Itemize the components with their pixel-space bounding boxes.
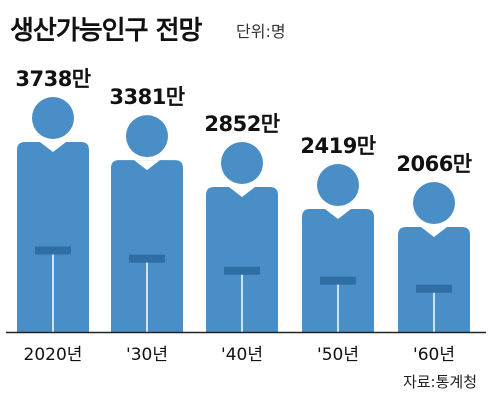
category-label: '40년 [221, 345, 263, 365]
category-label: '60년 [413, 345, 455, 365]
category-label: 2020년 [24, 345, 83, 365]
source-label: 자료:통계청 [402, 373, 477, 391]
person-body-bar [302, 209, 374, 332]
category-label: '30년 [126, 345, 168, 365]
person-belt-band [224, 266, 260, 275]
person-collar [40, 142, 66, 152]
chart-title: 생산가능인구 전망 [10, 16, 202, 46]
category-label: '50년 [317, 345, 359, 365]
person-belt-band [129, 254, 165, 263]
person-body-bar [17, 142, 89, 332]
person-head [32, 97, 74, 139]
person-body-bar [398, 226, 470, 332]
person-body-bar [111, 160, 183, 332]
value-label: 2852만 [204, 112, 279, 136]
value-label: 3381만 [109, 85, 184, 109]
person-head [317, 164, 359, 207]
person-collar [421, 226, 447, 237]
person-collar [134, 160, 160, 171]
value-label: 2066만 [396, 152, 471, 176]
person-belt-band [35, 246, 71, 255]
value-label: 2419만 [300, 134, 375, 158]
person-collar [325, 209, 351, 220]
person-collar [229, 187, 255, 198]
person-head [413, 181, 455, 224]
person-belt-band [416, 284, 452, 293]
person-body-bar [206, 187, 278, 332]
unit-label: 단위:명 [236, 22, 286, 41]
person-head [126, 115, 168, 158]
person-head [221, 142, 263, 185]
person-belt-band [320, 276, 356, 285]
value-label: 3738만 [15, 67, 90, 91]
